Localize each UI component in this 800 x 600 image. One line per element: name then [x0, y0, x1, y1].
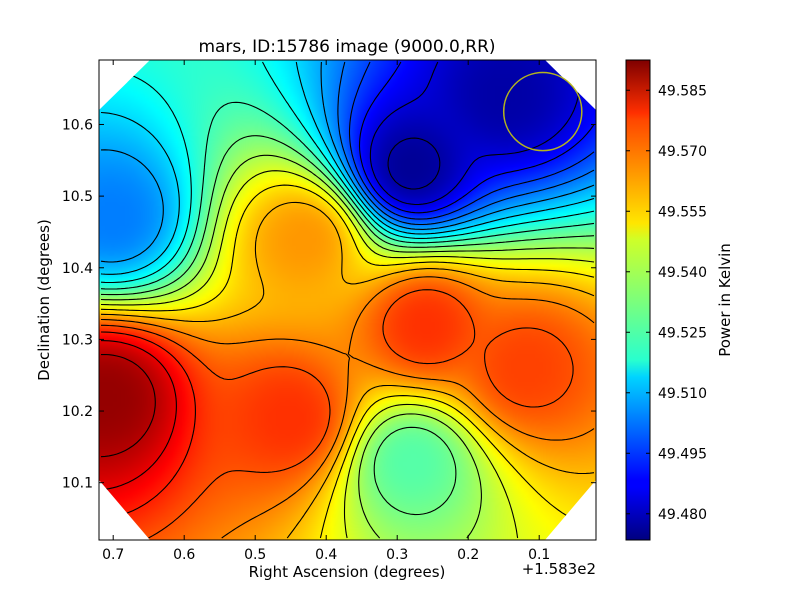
beam-circle: [502, 71, 583, 152]
chart-title: mars, ID:15786 image (9000.0,RR): [198, 37, 495, 57]
y-tick-label: 10.3: [62, 332, 93, 348]
contour-lines: [100, 61, 595, 539]
colorbar-tick-label: 49.510: [658, 386, 707, 402]
contour-line: [100, 61, 595, 263]
y-tick-label: 10.1: [62, 476, 93, 492]
y-tick-label: 10.5: [62, 189, 93, 205]
colorbar-tick-label: 49.540: [658, 265, 707, 281]
contour-line: [358, 61, 595, 214]
colorbar-label: Power in Kelvin: [716, 243, 734, 357]
x-tick-label: 0.6: [173, 547, 195, 563]
contour-line: [100, 101, 595, 290]
contour-line: [100, 201, 595, 539]
colorbar-tick-label: 49.585: [658, 83, 707, 99]
contour-line: [100, 61, 595, 275]
contour-line: [100, 154, 595, 539]
contour-line: [100, 184, 595, 539]
plot-area: [99, 60, 596, 540]
heatmap-image: [99, 60, 596, 540]
contour-line: [387, 137, 441, 190]
contour-line: [100, 61, 595, 284]
contour-line: [100, 170, 595, 539]
x-tick-label: 0.4: [315, 547, 337, 563]
x-tick-label: 0.3: [386, 547, 408, 563]
x-tick-label: 0.7: [102, 547, 124, 563]
colorbar-tick-label: 49.555: [658, 204, 707, 220]
y-axis-label: Declination (degrees): [35, 219, 53, 381]
y-tick-label: 10.6: [62, 117, 93, 133]
x-axis-ticks: 0.7 0.6 0.5 0.4 0.3 0.2 0.1: [102, 60, 550, 563]
y-tick-label: 10.2: [62, 404, 93, 420]
colorbar-tick-label: 49.495: [658, 446, 707, 462]
y-axis-ticks: 10.1 10.2 10.3 10.4 10.5 10.6: [62, 117, 596, 492]
x-tick-label: 0.5: [244, 547, 266, 563]
colorbar-tick-label: 49.525: [658, 325, 707, 341]
colorbar-tick-label: 49.570: [658, 144, 707, 160]
x-tick-label: 0.2: [457, 547, 479, 563]
colorbar-ticks: 49.480 49.495 49.510 49.525 49.540 49.555 49.5…: [626, 83, 707, 523]
plot-frame: [98, 59, 597, 541]
y-tick-label: 10.4: [62, 261, 93, 277]
contour-line: [100, 276, 595, 539]
colorbar: [625, 59, 651, 541]
x-offset-label: +1.583e2: [522, 560, 596, 578]
contour-line: [101, 289, 574, 539]
contour-line: [100, 135, 595, 516]
contour-line: [348, 61, 595, 220]
contour-line: [100, 353, 156, 458]
x-tick-label: 0.1: [528, 547, 550, 563]
contour-line: [337, 61, 595, 226]
contour-line: [100, 340, 177, 491]
contour-line: [369, 61, 580, 206]
colorbar-tick-label: 49.480: [658, 507, 707, 523]
x-axis-label: Right Ascension (degrees): [249, 563, 446, 581]
